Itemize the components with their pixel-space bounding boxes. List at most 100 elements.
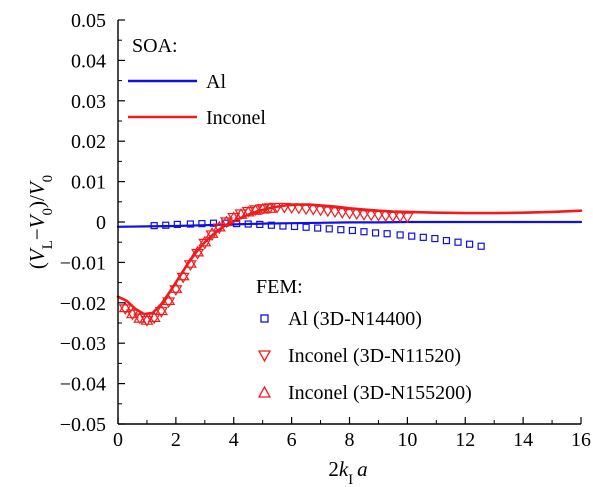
data-point-inconel-3d-n155200 <box>147 311 161 322</box>
data-point-al-3d-n14400 <box>186 220 194 228</box>
data-point-al-3d-n14400 <box>290 222 299 231</box>
y-tick-label: 0.02 <box>71 131 106 153</box>
axes-layer <box>117 19 582 425</box>
data-point-al-3d-n14400 <box>302 223 310 231</box>
data-point-inconel-3d-n155200 <box>205 227 219 238</box>
data-point-al-3d-n14400 <box>244 220 252 228</box>
y-tick-label: −0.02 <box>60 293 106 315</box>
x-tick-label: 14 <box>513 429 533 451</box>
data-point-inconel-3d-n11520 <box>169 285 183 297</box>
data-point-al-3d-n14400 <box>256 220 264 229</box>
legend-fem: FEM: Al (3D-N14400) Inconel (3D-N11520) … <box>256 276 472 404</box>
legend-soa-al-label: Al <box>206 71 226 93</box>
data-point-inconel-3d-n11520 <box>219 217 234 229</box>
x-tick-label: 10 <box>397 429 417 451</box>
x-tick-label: 16 <box>571 429 591 451</box>
data-point-al-3d-n14400 <box>233 220 241 228</box>
data-point-inconel-3d-n11520 <box>162 297 176 309</box>
data-point-al-3d-n14400 <box>279 222 287 230</box>
data-point-al-3d-n14400 <box>267 221 275 229</box>
data-point-al-3d-n14400 <box>314 224 322 232</box>
legend-fem-n155200-label: Inconel (3D-N155200) <box>288 382 472 404</box>
data-point-inconel-3d-n11520 <box>306 204 320 216</box>
data-point-al-3d-n14400 <box>162 221 170 229</box>
x-axis-label: 2kI a <box>328 457 367 487</box>
x-tick-label: 12 <box>455 429 475 451</box>
legend-fem-al-label: Al (3D-N14400) <box>288 308 422 330</box>
data-point-inconel-3d-n11520 <box>212 223 226 235</box>
data-point-inconel-3d-n155200 <box>248 204 263 215</box>
data-point-inconel-3d-n155200 <box>241 205 255 217</box>
data-point-al-3d-n14400 <box>325 225 333 233</box>
y-tick-label: 0.01 <box>71 172 106 194</box>
data-point-inconel-3d-n11520 <box>357 210 371 221</box>
series-layer <box>116 202 583 327</box>
x-tick-label: 2 <box>171 429 181 451</box>
data-point-inconel-3d-n11520 <box>393 212 407 223</box>
data-point-inconel-3d-n11520 <box>386 211 400 223</box>
data-point-inconel-3d-n155200 <box>183 257 197 268</box>
data-point-al-3d-n14400 <box>454 238 462 246</box>
data-point-inconel-3d-n155200 <box>263 202 277 213</box>
y-tick-label: −0.05 <box>60 414 106 436</box>
y-tick-label: 0.04 <box>71 50 106 72</box>
data-point-inconel-3d-n155200 <box>118 301 132 313</box>
data-point-inconel-3d-n11520 <box>299 204 313 216</box>
data-point-inconel-3d-n155200 <box>191 245 205 257</box>
data-point-al-3d-n14400 <box>337 226 345 234</box>
y-axis-label: (VL−V0)/V0 <box>25 175 56 269</box>
data-point-inconel-3d-n11520 <box>371 210 386 222</box>
data-point-inconel-3d-n11520 <box>400 212 414 224</box>
data-point-al-3d-n14400 <box>419 233 427 241</box>
data-point-inconel-3d-n11520 <box>118 304 132 316</box>
data-point-inconel-3d-n155200 <box>133 312 147 323</box>
data-point-al-3d-n14400 <box>396 231 404 239</box>
x-tick-label: 0 <box>113 429 123 451</box>
y-tick-label: −0.04 <box>60 374 106 396</box>
data-point-inconel-3d-n155200 <box>176 269 190 281</box>
legend-soa-title: SOA: <box>132 35 178 57</box>
data-point-al-3d-n14400 <box>442 236 451 245</box>
data-point-al-3d-n14400 <box>465 240 474 248</box>
data-point-inconel-3d-n155200 <box>125 307 140 319</box>
legend-soa: SOA: Al Inconel <box>128 35 266 129</box>
data-point-inconel-3d-n11520 <box>342 208 357 220</box>
data-point-inconel-3d-n11520 <box>176 272 190 284</box>
data-point-inconel-3d-n155200 <box>198 235 212 247</box>
data-point-al-3d-n14400 <box>360 228 368 236</box>
data-point-inconel-3d-n11520 <box>205 230 219 242</box>
data-point-inconel-3d-n11520 <box>328 207 342 219</box>
data-point-inconel-3d-n11520 <box>277 202 291 214</box>
y-tick-label: −0.01 <box>60 252 106 274</box>
y-tick-label: 0.05 <box>71 10 106 32</box>
x-tick-label: 8 <box>345 429 355 451</box>
data-point-inconel-3d-n11520 <box>335 208 349 219</box>
data-point-al-3d-n14400 <box>383 230 391 238</box>
legend-soa-inconel-label: Inconel <box>206 107 266 129</box>
data-point-inconel-3d-n11520 <box>292 203 306 215</box>
data-point-inconel-3d-n11520 <box>313 205 328 217</box>
data-point-inconel-3d-n11520 <box>285 203 299 215</box>
data-point-al-3d-n14400 <box>198 220 206 228</box>
legend-fem-n155200-marker <box>257 385 272 398</box>
x-tick-label: 4 <box>229 429 239 451</box>
data-point-al-3d-n14400 <box>408 232 416 240</box>
data-point-inconel-3d-n11520 <box>364 210 378 222</box>
data-point-inconel-3d-n11520 <box>198 238 212 250</box>
data-point-al-3d-n14400 <box>431 234 439 243</box>
data-point-inconel-3d-n11520 <box>147 313 161 325</box>
data-point-inconel-3d-n11520 <box>191 248 205 260</box>
data-point-inconel-3d-n11520 <box>270 202 284 214</box>
data-point-inconel-3d-n155200 <box>162 294 176 305</box>
data-point-al-3d-n14400 <box>150 222 158 230</box>
legend-fem-al-marker <box>260 314 269 323</box>
data-point-al-3d-n14400 <box>477 242 485 250</box>
legend-fem-n11520-marker <box>257 350 272 363</box>
data-point-al-3d-n14400 <box>173 220 181 229</box>
legend-fem-title: FEM: <box>256 276 303 298</box>
y-tick-label: 0 <box>96 212 106 234</box>
tick-label-layer: 0 2 4 6 8 10 12 14 16 0.05 0.04 0.03 0.02 0.01 0 −0.01 −… <box>60 10 591 451</box>
data-point-al-3d-n14400 <box>209 219 218 227</box>
